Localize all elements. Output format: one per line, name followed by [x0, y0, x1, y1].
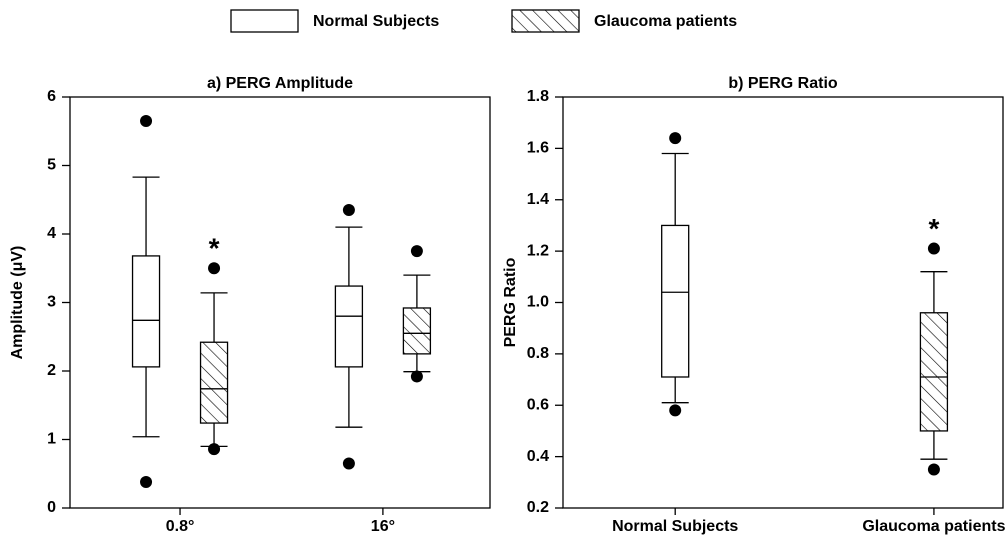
outlier [927, 242, 940, 255]
box [919, 312, 949, 432]
outlier [140, 475, 153, 488]
outlier [208, 262, 221, 275]
x-tick-label: Glaucoma patients [862, 518, 1005, 535]
x-tick-label: Normal Subjects [612, 518, 738, 535]
y-axis-label: Amplitude (μV) [9, 246, 26, 360]
y-tick-label: 0.2 [527, 499, 549, 516]
box [199, 341, 229, 424]
outlier [140, 114, 153, 127]
outlier [669, 132, 682, 145]
legend-swatch [230, 9, 299, 33]
y-tick-label: 4 [47, 225, 56, 242]
y-tick-label: 2 [47, 362, 56, 379]
outlier [669, 404, 682, 417]
legend-swatch [511, 9, 580, 33]
x-tick-label: 16° [371, 518, 395, 535]
y-tick-label: 0.8 [527, 345, 549, 362]
box [334, 285, 364, 368]
y-axis-label: PERG Ratio [502, 257, 519, 347]
y-tick-label: 0.4 [527, 448, 549, 465]
y-tick-label: 1 [47, 431, 56, 448]
legend-label: Normal Subjects [313, 13, 439, 30]
chart-title: a) PERG Amplitude [207, 75, 353, 92]
y-tick-label: 6 [47, 88, 56, 105]
y-tick-label: 1.0 [527, 294, 549, 311]
outlier [927, 463, 940, 476]
y-tick-label: 1.6 [527, 140, 549, 157]
annotation: * [928, 213, 939, 244]
y-tick-label: 3 [47, 294, 56, 311]
annotation: * [209, 233, 220, 264]
legend-label: Glaucoma patients [594, 13, 737, 30]
plot-frame [562, 96, 1004, 509]
outlier [342, 204, 355, 217]
outlier [410, 370, 423, 383]
chart-title: b) PERG Ratio [728, 75, 838, 92]
y-tick-label: 1.8 [527, 88, 549, 105]
y-tick-label: 1.2 [527, 242, 549, 259]
y-tick-label: 0.6 [527, 396, 549, 413]
outlier [410, 245, 423, 258]
x-tick-label: 0.8° [166, 518, 195, 535]
y-tick-label: 1.4 [527, 191, 549, 208]
box [402, 307, 432, 355]
outlier [342, 457, 355, 470]
box [661, 224, 690, 378]
y-tick-label: 5 [47, 157, 56, 174]
box [131, 255, 161, 368]
y-tick-label: 0 [47, 499, 56, 516]
outlier [208, 443, 221, 456]
